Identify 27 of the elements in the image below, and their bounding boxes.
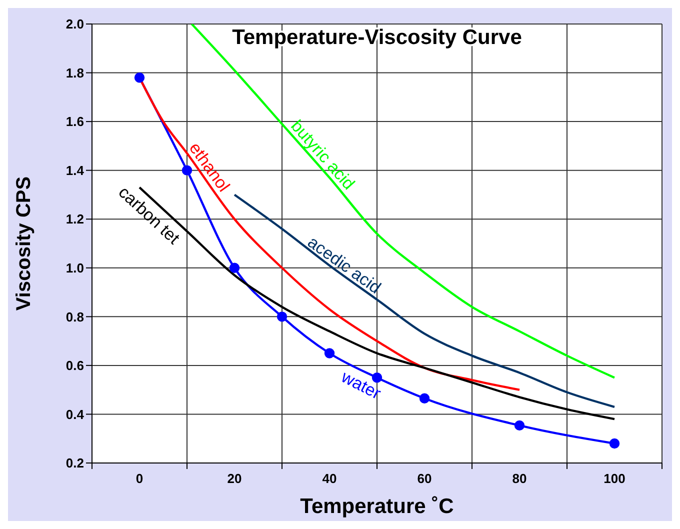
point (609, 438, 620, 449)
point (134, 72, 145, 83)
y-tick-label: 1.4 (66, 162, 85, 178)
y-tick-label: 1.2 (66, 212, 84, 227)
y-tick-label: 0.4 (66, 406, 85, 422)
y-axis-title: Viscosity CPS (13, 176, 35, 311)
x-tick-label: 20 (227, 471, 242, 486)
y-tick-label: 0.2 (66, 456, 84, 471)
x-axis-title: Temperature ˚C (299, 494, 455, 520)
point (514, 420, 525, 431)
y-tick-label: 1.0 (66, 260, 84, 276)
x-tick-label: 100 (604, 471, 626, 486)
x-tick-label: 60 (417, 471, 432, 486)
line-series (233, 194, 616, 408)
y-tick-label: 1.8 (66, 65, 84, 80)
point (324, 348, 335, 358)
x-tick-label: 80 (512, 471, 527, 486)
point (229, 262, 240, 273)
x-tick-label: 0 (136, 471, 144, 486)
point (276, 312, 288, 322)
y-tick-label: 2.0 (66, 16, 84, 32)
x-tick-label: 40 (322, 471, 337, 486)
y-tick-label: 0.8 (66, 309, 84, 324)
text: water (337, 366, 384, 404)
y-tick-label: 0.6 (66, 358, 84, 374)
y-tick-label: 1.6 (66, 114, 84, 130)
point (419, 393, 430, 404)
